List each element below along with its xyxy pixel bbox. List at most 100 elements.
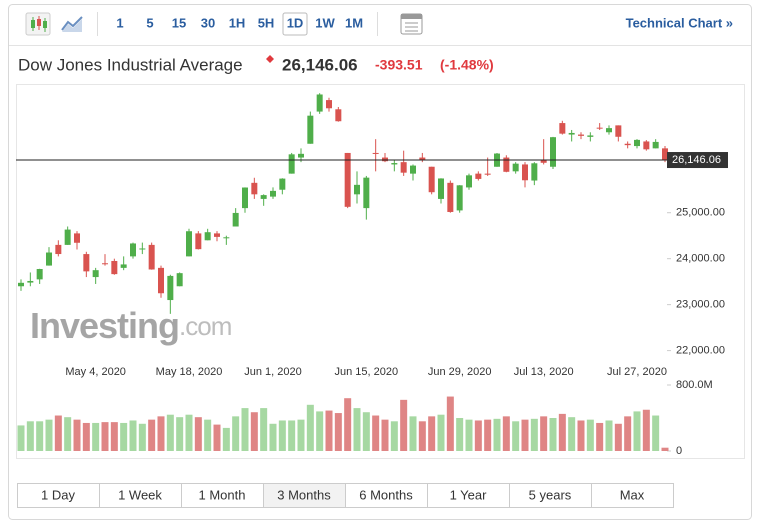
volume-bar [446, 396, 454, 451]
plot: 22,000.00 23,000.00 24,000.00 25,000.00 0 800… [16, 93, 728, 457]
alert-icon [266, 55, 274, 63]
candle-body [92, 270, 99, 278]
volume-bar [362, 412, 370, 451]
candle-body [102, 263, 108, 265]
range-button[interactable]: 3 Months [277, 487, 331, 502]
volume-tick-label: 0 [676, 445, 682, 457]
x-tick-label: Jun 29, 2020 [428, 366, 492, 378]
range-button-box[interactable] [345, 483, 428, 508]
candle-body [456, 185, 463, 211]
volume-bar [138, 423, 146, 451]
volume-bar [474, 420, 482, 451]
interval-button[interactable]: 1 [116, 15, 123, 30]
candle-body [550, 137, 556, 167]
range-button[interactable]: 5 years [529, 487, 572, 502]
candle-body [447, 182, 454, 212]
volume-bar [176, 417, 184, 451]
range-button[interactable]: 1 Month [199, 487, 246, 502]
interval-button[interactable]: 1W [315, 15, 335, 30]
volume-tick-label: 800.0M [676, 379, 713, 391]
volume-bar [45, 419, 53, 451]
candle-body [382, 157, 388, 162]
candle-body [55, 244, 62, 255]
interval-button[interactable]: 1H [229, 15, 246, 30]
interval-selected [282, 12, 308, 36]
candle-body [410, 165, 416, 174]
settings-icon[interactable] [400, 13, 423, 35]
range-button-box[interactable] [591, 483, 674, 508]
candle-body [260, 195, 267, 199]
candle-body [512, 163, 519, 172]
candle-body [326, 100, 332, 109]
candle-body [158, 267, 164, 294]
volume-bar [409, 416, 417, 451]
volume-bar [521, 419, 529, 451]
watermark-suffix: .com [179, 311, 231, 341]
volume-bar [381, 419, 389, 451]
range-button-box[interactable] [263, 483, 346, 508]
interval-button[interactable]: 5 [146, 15, 153, 30]
technical-chart-link[interactable]: Technical Chart » [626, 15, 733, 30]
volume-bar [530, 418, 538, 451]
range-button-box[interactable] [427, 483, 510, 508]
volume-bar [36, 421, 44, 451]
volume-bar [344, 398, 352, 451]
y-tick-label: 24,000.00 [676, 253, 725, 265]
candle-body [307, 115, 314, 144]
x-tick-label: Jul 27, 2020 [607, 366, 667, 378]
volume-bar [325, 410, 333, 451]
candle-body [652, 141, 659, 149]
volume-bar [250, 412, 258, 451]
interval-button[interactable]: 30 [201, 15, 215, 30]
volume-bar [241, 408, 249, 451]
candle-body [120, 264, 127, 268]
x-tick-label: Jun 1, 2020 [244, 366, 302, 378]
range-button[interactable]: 1 Day [41, 487, 75, 502]
candle-body [214, 233, 220, 237]
volume-bar [493, 418, 501, 451]
line-icon[interactable] [61, 16, 83, 32]
range-button[interactable]: Max [620, 487, 645, 502]
y-tick-label: 22,000.00 [676, 345, 725, 357]
range-button-box[interactable] [99, 483, 182, 508]
watermark: Investing.com [30, 305, 231, 346]
interval-button[interactable]: 1D [287, 15, 304, 30]
candle-body [466, 175, 472, 188]
interval-button[interactable]: 5H [258, 15, 275, 30]
volume-bar [353, 408, 361, 451]
volume-bar [232, 416, 240, 451]
y-tick-label: 23,000.00 [676, 299, 725, 311]
candle-body [531, 163, 538, 181]
range-button[interactable]: 1 Year [450, 487, 488, 502]
price-change: -393.51 [375, 57, 423, 73]
candle-body [288, 154, 295, 174]
interval-button[interactable]: 15 [172, 15, 186, 30]
candle-body [111, 260, 118, 275]
volume-bar [577, 420, 585, 451]
candle-body [204, 232, 211, 241]
interval-button[interactable]: 1M [345, 15, 363, 30]
percent-change: (-1.48%) [440, 57, 494, 73]
volume-bar [390, 421, 398, 451]
candle-body [559, 123, 566, 134]
volume-bar [465, 419, 473, 451]
volume-bar [101, 422, 109, 451]
candle-body [270, 190, 276, 197]
volume-bar [148, 419, 156, 451]
candle-body [344, 152, 351, 207]
range-buttons: 1 Day 1 Week 1 Month 3 Months 6 Months 1 Year… [17, 483, 674, 508]
candles-icon[interactable] [25, 12, 51, 36]
volume-bar [540, 416, 548, 451]
volume-bar [213, 424, 221, 451]
volume-bar [260, 408, 268, 451]
candle-body [540, 159, 547, 163]
candle-body [606, 128, 612, 133]
candle-body [242, 187, 248, 209]
volume-bar [92, 422, 100, 451]
range-button-box[interactable] [17, 483, 100, 508]
range-button[interactable]: 6 Months [359, 487, 413, 502]
range-button[interactable]: 1 Week [118, 487, 162, 502]
volume-bar [661, 447, 669, 451]
current-price-box [667, 152, 728, 169]
